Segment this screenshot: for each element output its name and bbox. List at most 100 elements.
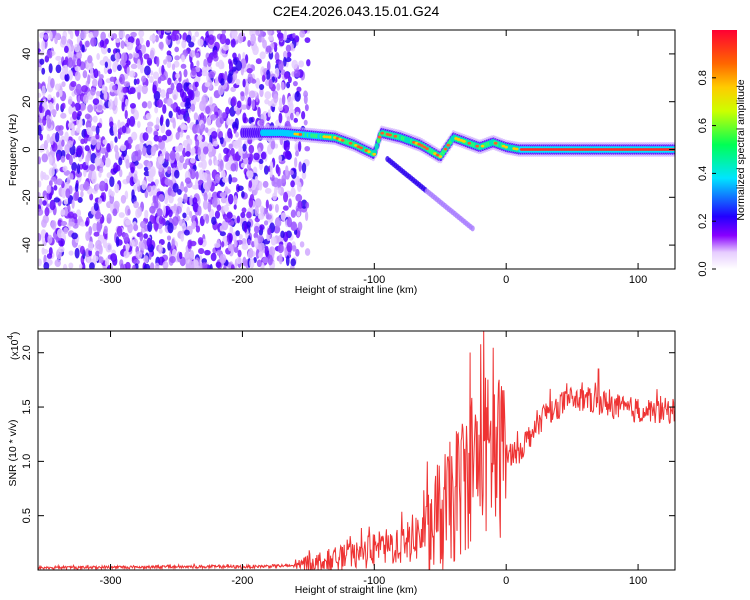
noise-cell xyxy=(189,195,194,206)
noise-cell xyxy=(180,233,185,242)
noise-cell xyxy=(276,178,283,187)
noise-cell xyxy=(149,205,156,214)
noise-cell xyxy=(178,144,184,152)
noise-cell xyxy=(180,101,187,108)
colorbar-tick-label: 0.4 xyxy=(697,166,709,181)
noise-cell xyxy=(223,147,229,155)
noise-cell xyxy=(274,51,280,62)
noise-cell xyxy=(228,233,233,243)
noise-cell xyxy=(183,186,188,193)
noise-cell xyxy=(253,152,260,161)
ridge-peak xyxy=(359,146,363,150)
noise-cell xyxy=(48,155,53,166)
noise-cell xyxy=(219,33,227,45)
noise-cell xyxy=(198,169,205,181)
noise-cell xyxy=(173,94,177,100)
noise-cell xyxy=(147,221,153,233)
noise-cell xyxy=(93,68,99,79)
noise-cell xyxy=(268,246,276,257)
noise-cell xyxy=(143,166,149,172)
noise-cell xyxy=(204,182,211,192)
noise-cell xyxy=(228,143,233,149)
noise-cell xyxy=(167,34,172,40)
noise-cell xyxy=(283,71,290,80)
noise-cell xyxy=(207,34,215,45)
noise-cell xyxy=(214,159,219,166)
noise-cell xyxy=(228,69,234,76)
noise-cell xyxy=(296,86,302,93)
noise-cell xyxy=(133,173,138,184)
noise-cell xyxy=(154,34,159,43)
noise-cell xyxy=(186,116,191,124)
noise-cell xyxy=(212,49,218,59)
noise-cell xyxy=(121,125,127,134)
noise-cell xyxy=(282,104,290,114)
noise-cell xyxy=(41,40,46,51)
noise-cell xyxy=(165,55,173,63)
noise-cell xyxy=(50,220,57,230)
noise-cell xyxy=(219,136,224,145)
noise-cell xyxy=(71,162,78,172)
noise-cell xyxy=(128,53,133,60)
noise-cell xyxy=(113,126,118,137)
noise-cell xyxy=(131,264,137,269)
noise-cell xyxy=(281,174,287,184)
noise-cell xyxy=(55,55,62,62)
noise-cell xyxy=(83,168,87,178)
noise-cell xyxy=(95,133,100,140)
noise-cell xyxy=(157,135,163,143)
noise-cell xyxy=(272,192,278,201)
noise-cell xyxy=(203,141,208,148)
noise-cell xyxy=(74,30,80,37)
noise-cell xyxy=(82,70,88,79)
noise-cell xyxy=(221,112,227,119)
noise-cell xyxy=(278,33,284,42)
noise-cell xyxy=(123,250,130,259)
noise-cell xyxy=(304,104,309,112)
noise-cell xyxy=(283,141,290,152)
noise-cell xyxy=(106,172,113,179)
noise-cell xyxy=(89,66,94,76)
noise-cell xyxy=(109,76,116,82)
noise-cell xyxy=(43,34,49,40)
noise-cell xyxy=(192,220,197,229)
noise-cell xyxy=(62,263,68,269)
ridge-peak xyxy=(417,142,421,146)
noise-cell xyxy=(224,217,232,223)
noise-cell xyxy=(95,125,100,135)
y-tick-label: 2.0 xyxy=(21,345,33,360)
noise-cell xyxy=(171,63,176,71)
noise-cell xyxy=(161,134,168,141)
noise-cell xyxy=(63,198,69,205)
noise-cell xyxy=(127,127,131,134)
noise-cell xyxy=(96,53,100,61)
noise-cell xyxy=(246,221,252,228)
noise-cell xyxy=(294,91,301,102)
spectrogram-xlabel: Height of straight line (km) xyxy=(295,284,418,296)
noise-cell xyxy=(278,60,284,71)
noise-cell xyxy=(299,241,305,248)
noise-cell xyxy=(216,249,222,256)
noise-cell xyxy=(56,91,60,98)
noise-cell xyxy=(52,163,57,170)
noise-cell xyxy=(129,103,136,109)
noise-cell xyxy=(179,155,185,163)
noise-cell xyxy=(170,103,177,109)
noise-cell xyxy=(155,116,160,127)
noise-cell xyxy=(183,229,190,236)
noise-cell xyxy=(150,70,154,76)
noise-cell xyxy=(165,129,172,137)
noise-cell xyxy=(221,30,226,35)
y-tick-label: 20 xyxy=(21,96,33,108)
noise-cell xyxy=(141,44,147,54)
noise-cell xyxy=(294,35,300,43)
noise-cell xyxy=(181,39,187,49)
noise-cell xyxy=(77,110,82,117)
noise-cell xyxy=(43,261,50,269)
noise-cell xyxy=(70,81,77,88)
noise-cell xyxy=(56,228,64,239)
ridge-peak xyxy=(367,150,371,154)
noise-cell xyxy=(43,139,49,150)
noise-cell xyxy=(106,143,111,153)
noise-cell xyxy=(259,119,265,127)
